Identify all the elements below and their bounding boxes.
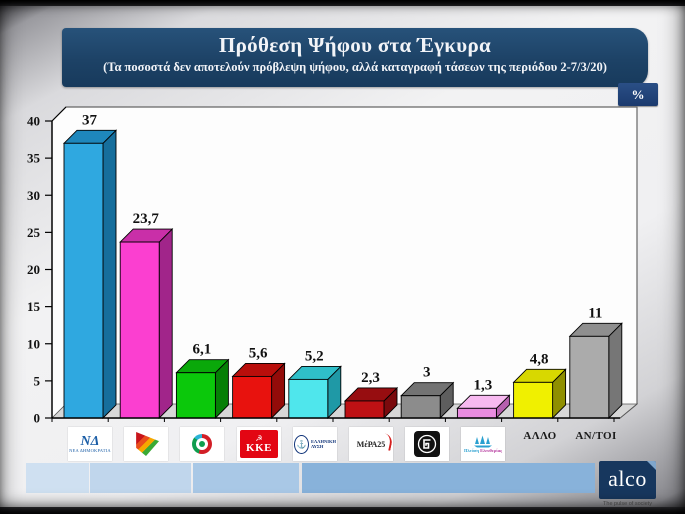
footer-strip-segment-3 <box>193 463 299 493</box>
bar-value-label: 2,3 <box>361 370 380 386</box>
kke-logo: ☭ ΚΚΕ <box>237 427 281 461</box>
bars-group: 37 23,7 6,1 5,6 5,2 2,3 3 1,3 4,8 11 <box>62 112 623 420</box>
xrysi-avgi-logo <box>405 427 449 461</box>
bar-8 <box>513 381 554 419</box>
bar-side <box>102 129 117 420</box>
bar-chart: 37 23,7 6,1 5,6 5,2 2,3 3 1,3 4,8 11 0 5 10 15 20 25 30… <box>27 106 639 426</box>
percent-unit-badge: % <box>618 83 658 106</box>
plefsi-text-line1: Πλεύση <box>463 448 479 453</box>
alco-logo: alco <box>599 461 656 499</box>
page-subtitle: (Τα ποσοστά δεν αποτελούν πρόβλεψη ψήφου… <box>103 60 607 74</box>
hammer-sickle-icon: ☭ <box>255 433 263 443</box>
nd-logo-text: ΝΔ <box>80 434 100 449</box>
kinima-allagis-logo <box>180 427 224 461</box>
slide-bottom-border <box>0 507 685 514</box>
alco-tagline: The pulse of society <box>603 501 652 507</box>
footer-strip-segment-4 <box>302 463 595 493</box>
category-label-antoi: ΑΝ/ΤΟΙ <box>575 430 617 442</box>
y-tick-label: 15 <box>27 299 41 314</box>
y-tick-label: 5 <box>34 373 41 388</box>
nea-dimokratia-logo: ΝΔ ΝΕΑ ΔΗΜΟΚΡΑΤΙΑ <box>68 427 112 461</box>
bar-0 <box>63 142 104 419</box>
y-tick-label: 10 <box>27 336 40 351</box>
bar-value-label: 6,1 <box>193 342 212 358</box>
bar-value-label: 5,2 <box>305 348 324 364</box>
anchor-icon: ⚓ <box>294 434 310 454</box>
kke-logo-text: ΚΚΕ <box>246 441 272 454</box>
elliniki-lysi-logo: ⚓ ΕΛΛΗΝΙΚΗ ΛΥΣΗ <box>293 427 337 461</box>
bar-side <box>158 227 173 420</box>
bar-value-label: 1,3 <box>474 377 493 393</box>
bar-value-label: 5,6 <box>249 345 268 361</box>
mera25-logo-text: ΜέΡΑ25 <box>356 439 386 449</box>
mera25-logo: ΜέΡΑ25 <box>349 427 393 461</box>
bar-5 <box>344 400 385 419</box>
bar-6 <box>400 395 441 419</box>
y-tick-label: 25 <box>27 225 41 240</box>
bar-value-label: 23,7 <box>133 211 160 227</box>
bar-1 <box>119 241 160 419</box>
page-title: Πρόθεση Ψήφου στα Έγκυρα <box>218 33 492 57</box>
elliniki-lysi-text-line2: ΛΥΣΗ <box>311 444 324 449</box>
axes-group: 0 5 10 15 20 25 30 35 40 <box>27 106 620 426</box>
bar-value-label: 11 <box>588 305 602 321</box>
category-label-allo: ΑΛΛΟ <box>523 430 557 442</box>
bar-side <box>608 322 623 420</box>
bar-4 <box>288 378 329 419</box>
bar-value-label: 37 <box>82 112 98 128</box>
footer-strip-segment-2 <box>90 463 191 493</box>
slide-top-border <box>0 0 685 6</box>
bar-9 <box>569 335 610 419</box>
y-tick-label: 20 <box>27 262 40 277</box>
bar-3 <box>232 375 273 419</box>
y-tick-label: 30 <box>27 188 40 203</box>
footer-strip-segment-1 <box>26 463 89 493</box>
plefsi-eleftherias-logo: Πλεύση Ελευθερίας <box>461 427 505 461</box>
y-tick-label: 40 <box>27 114 40 129</box>
sailboat-icon <box>474 435 492 448</box>
nd-logo-caption: ΝΕΑ ΔΗΜΟΚΡΑΤΙΑ <box>69 448 111 453</box>
y-tick-label: 35 <box>27 151 41 166</box>
syriza-logo <box>124 427 168 461</box>
y-tick-label: 0 <box>34 411 41 426</box>
bar-2 <box>175 372 216 419</box>
kke-emblem: ☭ ΚΚΕ <box>240 430 278 458</box>
kinal-swirl-icon <box>192 434 212 454</box>
bar-value-label: 4,8 <box>530 351 549 367</box>
elliniki-lysi-text-line1: ΕΛΛΗΝΙΚΗ <box>311 439 336 444</box>
plefsi-text-line2: Ελευθερίας <box>480 448 503 453</box>
bar-value-label: 3 <box>423 365 431 381</box>
chart-title-banner: Πρόθεση Ψήφου στα Έγκυρα (Τα ποσοστά δεν… <box>62 28 648 87</box>
meander-icon <box>414 431 440 457</box>
bar-7 <box>456 407 497 419</box>
syriza-flag-icon <box>136 432 159 456</box>
